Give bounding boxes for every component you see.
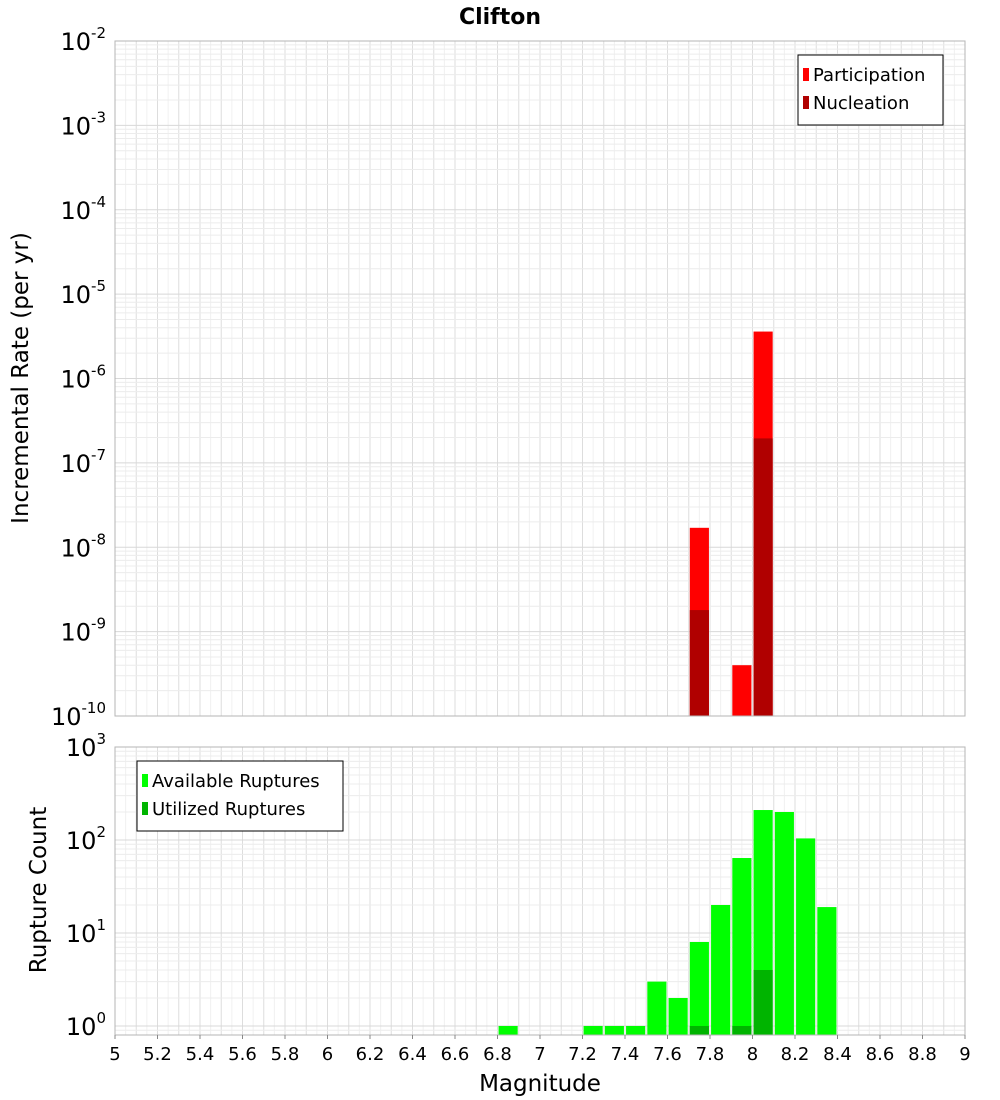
legend-swatch [142,774,148,787]
y-tick-label: 10-4 [60,193,106,225]
y-tick-label: 10-2 [60,24,106,56]
x-tick-label: 5 [109,1044,120,1065]
x-tick-label: 5.6 [228,1044,257,1065]
bar-available-ruptures [774,812,794,1035]
y-tick-labels: 100 101 102 103 [66,730,106,1041]
x-tick-label: 7.8 [696,1044,725,1065]
x-tick-label: 5.8 [271,1044,300,1065]
y-tick-label: 10-9 [60,615,106,647]
x-tick-label: 5.4 [186,1044,215,1065]
legend-box [797,54,944,126]
bar-available-ruptures [583,1025,603,1035]
bar-available-ruptures [668,997,688,1035]
x-tick-label: 9 [959,1044,970,1065]
y-tick-label: 102 [66,823,106,855]
bar-utilized-ruptures [689,1025,709,1035]
x-tick-label: 7.6 [653,1044,682,1065]
legend-label: Nucleation [813,93,909,114]
bar-available-ruptures [732,858,752,1035]
grid [114,41,966,717]
bar-available-ruptures [689,942,709,1035]
y-tick-label: 10-3 [60,108,106,140]
y-tick-label: 10-6 [60,362,106,394]
count-y-axis-label: Rupture Count [26,807,52,973]
x-tick-label: 6 [322,1044,333,1065]
x-tick-label: 6.2 [356,1044,385,1065]
y-tick-label: 10-5 [60,277,106,309]
bar-utilized-ruptures [753,969,773,1035]
x-tick-label: 8.4 [823,1044,852,1065]
legend: Available Ruptures Utilized Ruptures [136,760,344,832]
bar-available-ruptures [817,907,837,1035]
x-tick-label: 6.4 [398,1044,427,1065]
magnitude-x-axis-label: Magnitude [479,1071,601,1097]
legend-label: Available Ruptures [152,771,320,792]
y-tick-label: 103 [66,730,106,762]
y-tick-label: 10-8 [60,530,106,562]
bar-available-ruptures [647,981,667,1035]
x-tick-label: 7 [534,1044,545,1065]
bar-available-ruptures [626,1025,646,1035]
legend-swatch [803,96,809,109]
y-tick-labels: 10-10 10-9 10-8 10-7 10-6 10-5 10-4 10-3 10-2 [51,24,106,731]
x-tick-label: 7.2 [568,1044,597,1065]
y-tick-label: 101 [66,916,106,948]
bar-participation [732,665,752,716]
count-panel: 100 101 102 103 Available Ruptures Utilized R… [66,730,971,1065]
bar-available-ruptures [498,1025,518,1035]
y-tick-label: 10-10 [51,699,106,731]
x-tick-label: 8.6 [866,1044,895,1065]
y-tick-label: 100 [66,1009,106,1041]
legend-box [136,760,344,832]
bar-utilized-ruptures [732,1025,752,1035]
bar-available-ruptures [604,1025,624,1035]
bar-available-ruptures [796,838,816,1035]
legend-label: Utilized Ruptures [152,799,305,820]
bars [689,331,773,716]
x-tick-label: 8.2 [781,1044,810,1065]
bar-nucleation [753,438,773,716]
legend-swatch [803,68,809,81]
x-tick-label: 8 [747,1044,758,1065]
legend-swatch [142,802,148,815]
rate-panel: 10-10 10-9 10-8 10-7 10-6 10-5 10-4 10-3 10-2 Par… [51,24,966,731]
bar-nucleation [689,610,709,716]
x-tick-label: 5.2 [143,1044,172,1065]
bars [498,810,837,1035]
y-tick-label: 10-7 [60,446,106,478]
x-tick-label: 6.8 [483,1044,512,1065]
bar-available-ruptures [711,904,731,1035]
legend-label: Participation [813,65,925,86]
x-tick-label: 7.4 [611,1044,640,1065]
plot-border [114,40,966,717]
x-tick-labels: 5 5.2 5.4 5.6 5.8 6 6.2 6.4 6.6 6.8 7 7.2 7.4 7.6 7.8 8… [109,1035,971,1065]
rate-y-axis-label: Incremental Rate (per yr) [8,232,34,524]
legend: Participation Nucleation [797,54,944,126]
chart-title: Clifton [459,5,541,30]
x-tick-label: 8.8 [908,1044,937,1065]
x-tick-label: 6.6 [441,1044,470,1065]
